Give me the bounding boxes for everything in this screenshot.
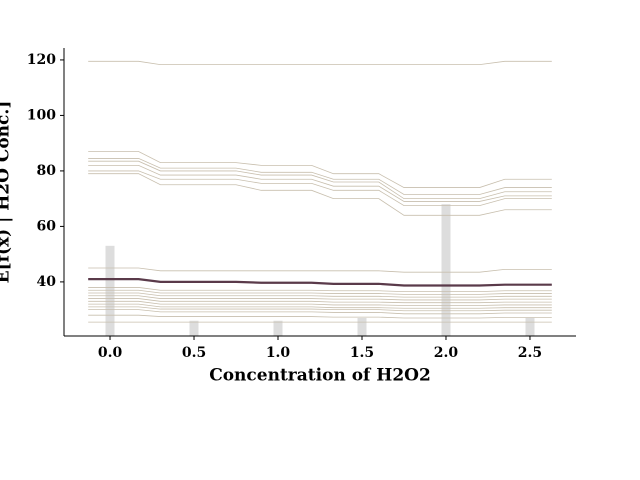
x-tick-label: 1.5 bbox=[350, 345, 374, 361]
histogram-bar bbox=[441, 204, 451, 336]
y-tick-label: 40 bbox=[37, 274, 57, 290]
ice-line bbox=[88, 173, 552, 216]
histogram-bar bbox=[525, 317, 535, 336]
histogram-bar bbox=[189, 320, 199, 336]
ice-line bbox=[88, 158, 552, 195]
ice-line bbox=[88, 300, 552, 306]
x-tick-label: 2.5 bbox=[518, 345, 542, 361]
x-axis-label: Concentration of H2O2 bbox=[209, 366, 431, 386]
y-tick-label: 120 bbox=[27, 52, 56, 68]
ice-line bbox=[88, 306, 552, 312]
x-tick-label: 0.5 bbox=[182, 345, 206, 361]
ice-line bbox=[88, 314, 552, 319]
ice-line bbox=[88, 151, 552, 188]
x-tick-label: 1.0 bbox=[266, 345, 291, 361]
y-tick-label: 60 bbox=[37, 218, 57, 234]
ice-line bbox=[88, 287, 552, 293]
ice-line bbox=[88, 160, 552, 200]
ice-line bbox=[88, 267, 552, 273]
ice-line bbox=[88, 292, 552, 298]
ice-line bbox=[88, 289, 552, 295]
ice-line bbox=[88, 60, 552, 66]
ice-line bbox=[88, 170, 552, 206]
x-tick-label: 0.0 bbox=[98, 345, 123, 361]
histogram-bar bbox=[357, 317, 367, 336]
ice-line bbox=[88, 295, 552, 301]
ice-line bbox=[88, 303, 552, 309]
y-tick-label: 100 bbox=[27, 107, 56, 123]
x-tick-label: 2.0 bbox=[434, 345, 459, 361]
histogram-bar bbox=[105, 245, 115, 336]
y-tick-label: 80 bbox=[37, 163, 57, 179]
ice-line bbox=[88, 164, 552, 202]
ice-line bbox=[88, 309, 552, 315]
y-axis-label: E[f(x) | H2O Conc.] bbox=[0, 101, 14, 284]
histogram-bar bbox=[273, 320, 283, 336]
mean-line bbox=[88, 278, 552, 287]
ice-line bbox=[88, 298, 552, 304]
